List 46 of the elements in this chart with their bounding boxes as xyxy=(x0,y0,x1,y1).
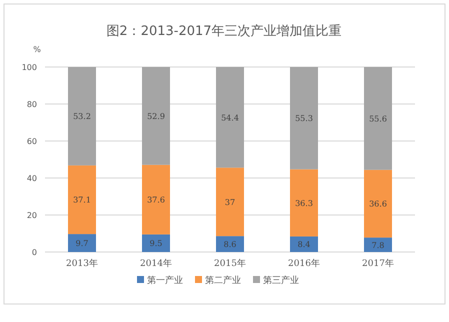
data-label: 53.2 xyxy=(73,112,91,122)
x-tick-label: 2014年 xyxy=(140,258,172,269)
y-tick-label: 0 xyxy=(32,248,37,257)
legend-label: 第三产业 xyxy=(263,275,299,286)
data-label: 54.4 xyxy=(221,113,239,122)
y-tick-label: 20 xyxy=(26,211,37,220)
chart-title: 图2：2013-2017年三次产业增加值比重 xyxy=(106,24,342,39)
bar xyxy=(142,234,170,252)
data-label: 55.3 xyxy=(295,114,313,124)
bar xyxy=(216,168,244,236)
bar xyxy=(364,170,392,238)
bar xyxy=(142,164,170,234)
legend-label: 第一产业 xyxy=(147,275,183,286)
bar xyxy=(290,169,318,236)
x-tick-label: 2016年 xyxy=(288,258,320,269)
bar xyxy=(290,67,318,170)
data-label: 36.6 xyxy=(369,200,387,209)
data-label: 37 xyxy=(224,198,236,207)
y-axis-title: % xyxy=(33,45,42,54)
data-label: 37.1 xyxy=(73,196,91,205)
data-label: 55.6 xyxy=(369,114,387,124)
data-label: 37.6 xyxy=(147,196,165,205)
bar xyxy=(290,236,318,252)
x-tick-label: 2015年 xyxy=(214,258,246,269)
data-label: 52.9 xyxy=(147,112,165,121)
data-label: 8.4 xyxy=(298,240,310,250)
bar xyxy=(68,165,96,234)
bar xyxy=(68,234,96,252)
y-tick-label: 80 xyxy=(26,100,37,109)
y-tick-label: 40 xyxy=(26,174,37,183)
y-tick-label: 60 xyxy=(26,137,37,146)
bar xyxy=(216,67,244,168)
x-tick-label: 2017年 xyxy=(362,258,394,269)
y-tick-label: 100 xyxy=(22,63,37,72)
data-label: 36.3 xyxy=(295,198,313,208)
data-label: 9.7 xyxy=(76,239,88,248)
data-label: 7.8 xyxy=(372,240,384,250)
bar xyxy=(68,67,96,166)
bar xyxy=(216,236,244,252)
x-tick-label: 2013年 xyxy=(66,258,98,269)
legend-label: 第二产业 xyxy=(205,275,241,286)
data-label: 8.6 xyxy=(224,240,236,250)
bar xyxy=(142,67,170,165)
bar xyxy=(364,67,392,170)
data-label: 9.5 xyxy=(150,239,162,248)
bar xyxy=(364,238,392,252)
